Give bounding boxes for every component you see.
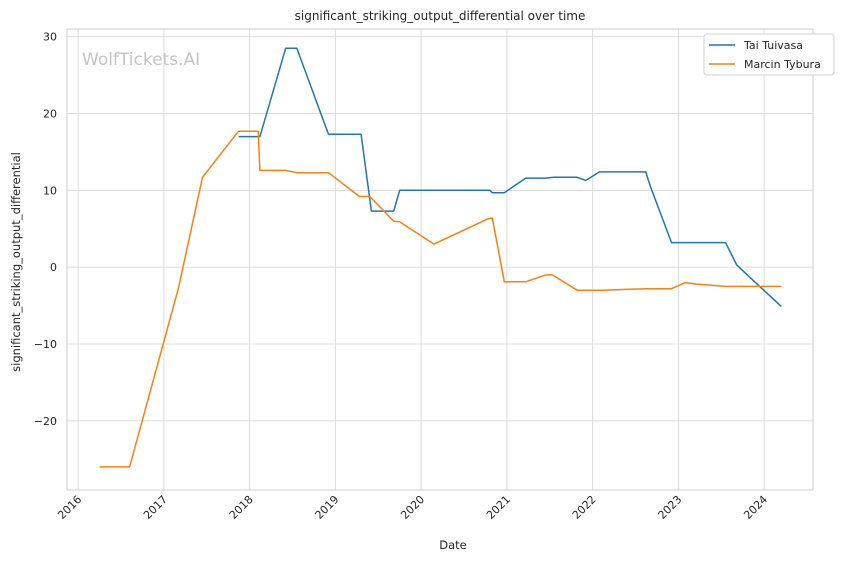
series-line-marcin-tybura [99,130,782,468]
y-tick-label: 20 [43,108,57,121]
series-lines [99,47,782,468]
gridlines [67,29,813,490]
series-line-tai-tuivasa [238,47,782,307]
x-tick-label: 2024 [741,493,770,522]
plot-frame [66,28,814,491]
x-axis-label: Date [439,538,467,552]
legend-label-tai-tuivasa: Tai Tuivasa [743,39,803,52]
legend: Tai Tuivasa Marcin Tybura [703,33,835,76]
y-tick-label: −10 [34,338,57,351]
y-tick-label: 30 [43,31,57,44]
y-tick-label: 0 [50,261,57,274]
x-tick-label: 2023 [656,493,685,522]
y-axis-label: significant_striking_output_differential [9,152,23,372]
chart-title: significant_striking_output_differential… [295,9,586,23]
x-tick-label: 2020 [398,493,427,522]
x-tick-label: 2016 [55,493,84,522]
y-tick-label: −20 [34,415,57,428]
y-tick-label: 10 [43,184,57,197]
x-tick-label: 2022 [570,493,599,522]
plot-background [67,29,813,490]
x-tick-label: 2019 [313,493,342,522]
legend-label-marcin-tybura: Marcin Tybura [744,58,821,71]
x-tick-label: 2021 [484,493,513,522]
legend-box [703,33,835,76]
x-tick-label: 2017 [141,493,170,522]
x-tick-label: 2018 [227,493,256,522]
watermark-text: WolfTickets.AI [82,50,200,70]
